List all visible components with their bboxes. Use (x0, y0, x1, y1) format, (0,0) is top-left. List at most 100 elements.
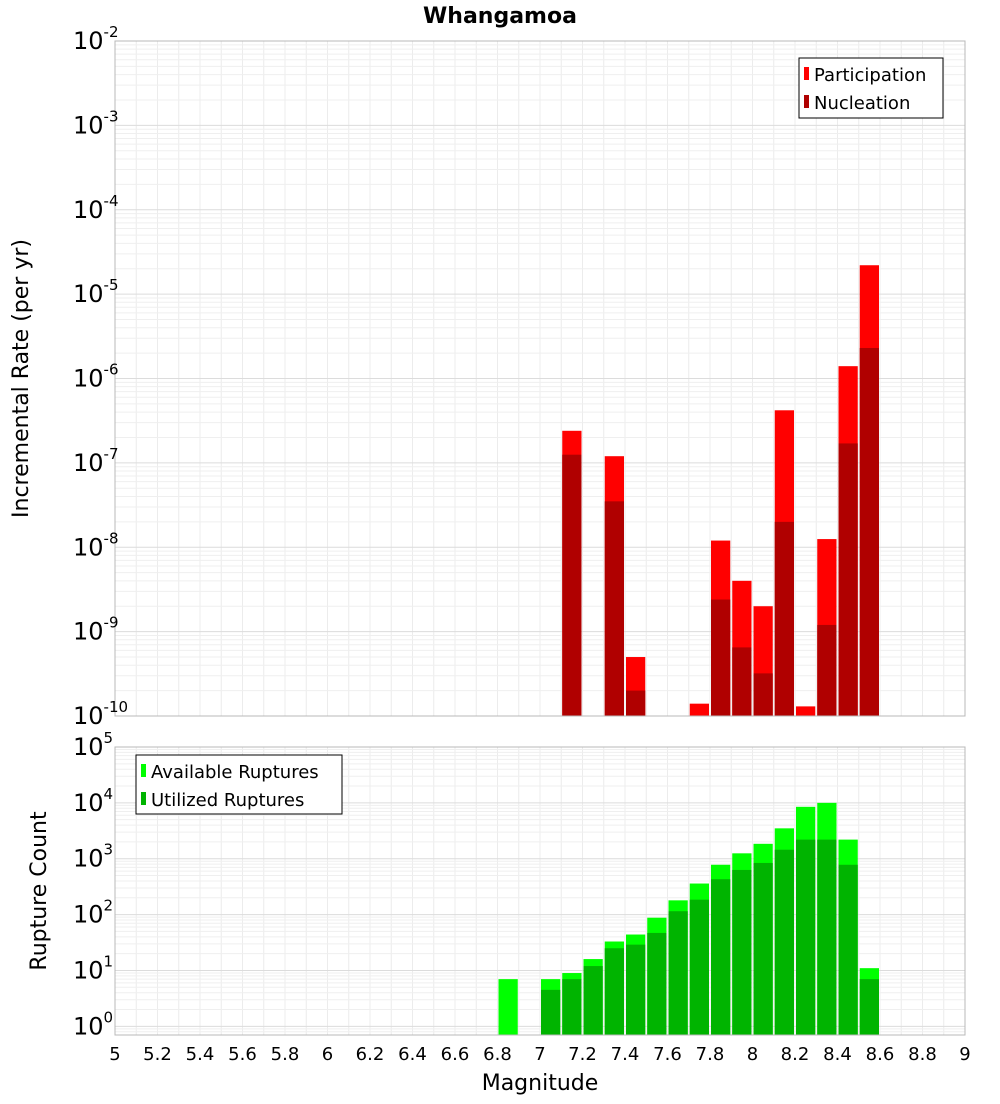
x-tick-label: 7.2 (568, 1044, 597, 1065)
legend-swatch (141, 764, 146, 777)
x-tick-label: 7.6 (653, 1044, 682, 1065)
legend-swatch (804, 67, 809, 80)
y-tick-base: 10 (73, 449, 104, 477)
legend-label: Participation (814, 65, 926, 86)
bar-nucleation (711, 599, 731, 716)
y-tick-label: 10-3 (73, 107, 119, 139)
y-tick-label: 104 (73, 785, 113, 817)
y-tick-base: 10 (73, 365, 104, 393)
grid-lines (114, 40, 966, 717)
y-tick-base: 10 (73, 280, 104, 308)
bar-nucleation (838, 443, 858, 716)
y-tick-base: 10 (73, 789, 104, 817)
y-tick-exponent: 0 (104, 1008, 114, 1026)
y-axis-label: Rupture Count (27, 811, 52, 971)
bar-utilized-ruptures (541, 989, 561, 1035)
y-tick-label: 10-9 (73, 614, 119, 646)
x-tick-label: 8.6 (866, 1044, 895, 1065)
y-tick-base: 10 (73, 901, 104, 929)
plot-frame (114, 746, 966, 1036)
y-tick-exponent: 2 (104, 897, 114, 915)
legend-label: Available Ruptures (151, 762, 319, 783)
x-tick-label: 6 (322, 1044, 333, 1065)
x-tick-label: 5.6 (228, 1044, 257, 1065)
bar-nucleation (626, 690, 646, 716)
bar-participation (796, 706, 816, 716)
y-tick-label: 10-10 (73, 698, 128, 730)
legend: Participation Nucleation (798, 57, 944, 119)
bar-participation (689, 703, 709, 716)
bar-nucleation (753, 673, 773, 716)
bar-utilized-ruptures (732, 869, 752, 1035)
bar-utilized-ruptures (604, 948, 624, 1035)
legend-box (135, 754, 343, 815)
chart-title: Whangamoa (423, 4, 577, 29)
y-tick-label: 101 (73, 952, 113, 984)
x-tick-label: 5.2 (143, 1044, 172, 1065)
bar-utilized-ruptures (689, 899, 709, 1035)
x-tick-label: 7.4 (611, 1044, 640, 1065)
y-tick-exponent: -3 (104, 107, 119, 125)
legend-swatch (141, 792, 146, 805)
bars (498, 802, 879, 1035)
y-tick-base: 10 (73, 956, 104, 984)
bar-utilized-ruptures (838, 864, 858, 1035)
bar-nucleation (562, 454, 582, 716)
bar-utilized-ruptures (859, 979, 879, 1035)
bar-utilized-ruptures (626, 944, 646, 1035)
x-tick-label: 9 (959, 1044, 970, 1065)
bar-utilized-ruptures (647, 932, 667, 1035)
legend-swatch (804, 95, 809, 108)
y-tick-labels: 10-210-310-410-510-610-710-810-910-10 (73, 23, 128, 730)
y-tick-exponent: -5 (104, 276, 119, 294)
y-tick-base: 10 (73, 27, 104, 55)
x-tick-label: 8 (747, 1044, 758, 1065)
bar-utilized-ruptures (583, 966, 603, 1035)
y-tick-base: 10 (73, 533, 104, 561)
bar-utilized-ruptures (668, 911, 688, 1035)
y-tick-exponent: 3 (104, 841, 114, 859)
y-tick-exponent: -10 (104, 698, 129, 716)
y-tick-exponent: 1 (104, 952, 114, 970)
y-tick-exponent: -6 (104, 361, 119, 379)
bar-nucleation (817, 624, 837, 716)
y-tick-exponent: -2 (104, 23, 119, 41)
x-tick-label: 6.6 (441, 1044, 470, 1065)
bar-utilized-ruptures (817, 839, 837, 1035)
y-tick-label: 10-7 (73, 445, 119, 477)
y-tick-base: 10 (73, 1012, 104, 1040)
y-tick-base: 10 (73, 196, 104, 224)
plot-frame (114, 40, 966, 717)
bar-nucleation (604, 501, 624, 716)
x-tick-label: 5.4 (186, 1044, 215, 1065)
y-tick-label: 10-4 (73, 192, 119, 224)
x-tick-label: 6.2 (356, 1044, 385, 1065)
x-tick-label: 6.8 (483, 1044, 512, 1065)
y-tick-base: 10 (73, 733, 104, 761)
x-axis: 5 5.2 5.4 5.6 5.8 6 6.2 6.4 6.6 6.8 7 7.2 7.4 7.6 7.8 8… (109, 1044, 970, 1065)
bar-utilized-ruptures (796, 839, 816, 1035)
y-tick-label: 102 (73, 897, 113, 929)
y-tick-base: 10 (73, 111, 104, 139)
legend-box (798, 57, 944, 119)
x-axis-label: Magnitude (482, 1071, 599, 1096)
bars (562, 265, 879, 716)
y-tick-label: 100 (73, 1008, 113, 1040)
x-tick-label: 6.4 (398, 1044, 427, 1065)
x-tick-label: 7.8 (696, 1044, 725, 1065)
y-tick-base: 10 (73, 618, 104, 646)
bar-nucleation (732, 647, 752, 716)
bar-utilized-ruptures (562, 979, 582, 1035)
top-panel-rate-chart: 10-210-310-410-510-610-710-810-910-10Inc… (9, 23, 966, 730)
bar-available-ruptures (498, 979, 518, 1035)
y-tick-exponent: -4 (104, 192, 119, 210)
y-tick-label: 105 (73, 729, 113, 761)
y-tick-label: 10-2 (73, 23, 119, 55)
bar-utilized-ruptures (774, 849, 794, 1035)
y-tick-label: 10-6 (73, 361, 119, 393)
bar-utilized-ruptures (711, 879, 731, 1035)
y-tick-base: 10 (73, 702, 104, 730)
